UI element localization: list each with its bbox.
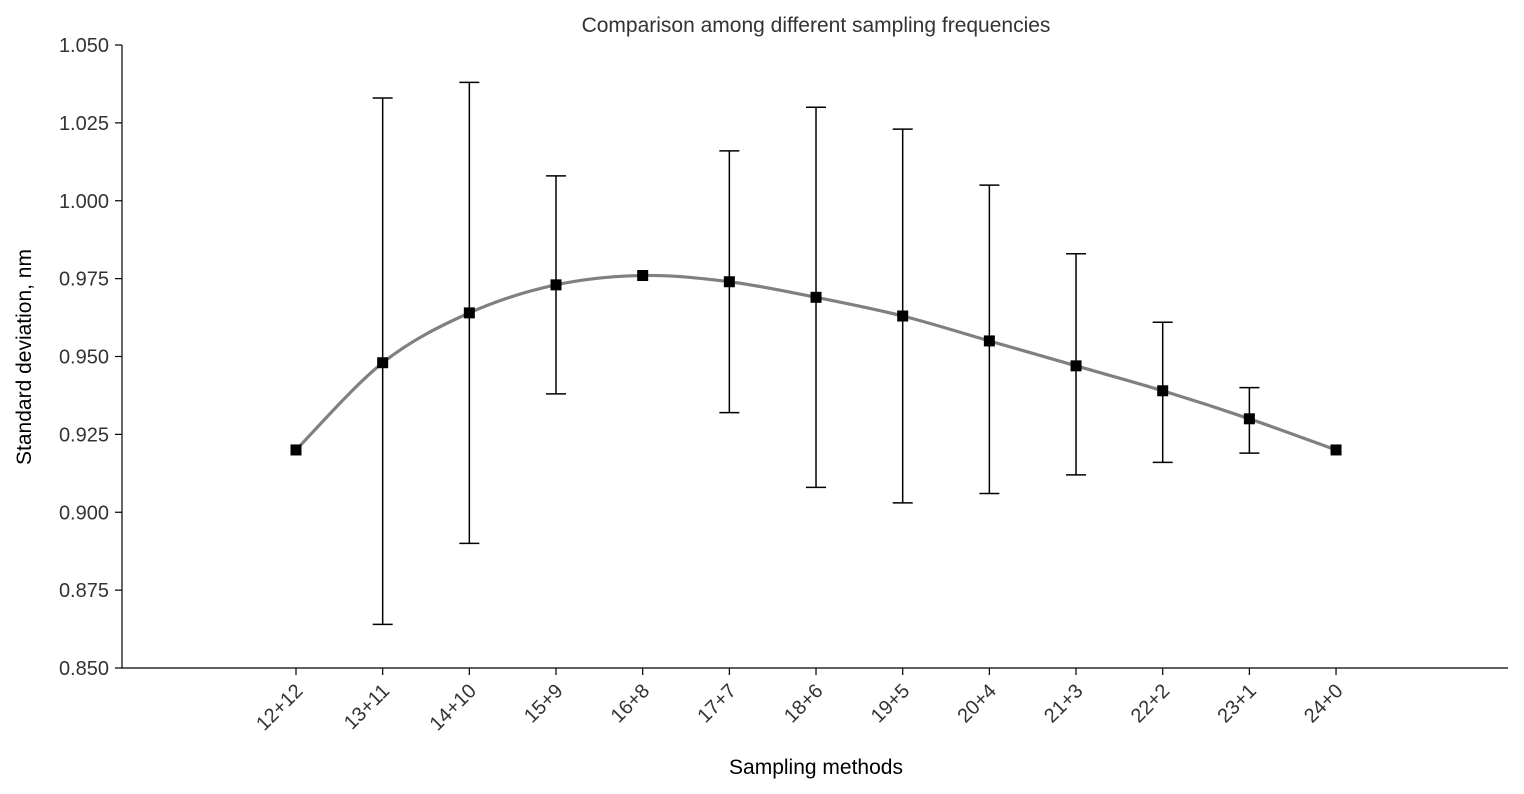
data-point-marker [983,335,995,347]
x-tick-label: 13+11 [340,680,394,734]
x-tick-label: 21+3 [1040,680,1087,727]
data-point-marker [897,310,909,322]
y-axis: 0.850 0.875 0.900 0.925 0.950 0.975 1.000 1.025… [59,35,123,680]
x-tick-label: 15+9 [520,680,567,727]
y-tick-label: 0.900 [59,502,109,524]
data-point-marker [1243,413,1255,425]
data-point-marker [637,270,649,282]
y-tick-label: 1.000 [59,191,109,213]
y-tick-label: 1.050 [59,35,109,57]
x-tick-label: 14+10 [426,680,481,735]
x-tick-label: 12+12 [252,680,307,735]
y-tick-label: 0.925 [59,424,109,446]
data-point-marker [463,307,475,319]
data-point-marker [550,279,562,291]
x-axis: 12+12 13+11 14+10 15+9 16+8 17+7 18+6 19+5 20+4 2… [122,667,1508,735]
x-tick-label: 17+7 [693,680,740,727]
y-tick-label: 0.875 [59,580,109,602]
y-tick-label: 0.850 [59,658,109,680]
x-tick-label: 18+6 [780,680,827,727]
data-point-marker [1070,360,1082,372]
x-tick-label: 16+8 [607,680,654,727]
x-tick-label: 23+1 [1213,680,1260,727]
x-axis-label: Sampling methods [729,756,903,779]
x-tick-label: 22+2 [1127,680,1174,727]
y-tick-label: 0.975 [59,269,109,291]
data-point-marker [810,291,822,303]
data-point-marker [1157,385,1169,397]
x-tick-label: 24+0 [1300,680,1347,727]
chart-title: Comparison among different sampling freq… [582,14,1051,37]
x-tick-label: 20+4 [953,680,1000,727]
data-point-marker [290,444,302,456]
y-tick-label: 1.025 [59,113,109,135]
y-axis-label: Standard deviation, nm [13,249,36,465]
y-tick-label: 0.950 [59,347,109,369]
plot-area [290,81,1342,626]
data-point-marker [723,276,735,288]
data-point-marker [377,357,389,369]
x-tick-label: 19+5 [867,680,914,727]
data-point-marker [1330,444,1342,456]
